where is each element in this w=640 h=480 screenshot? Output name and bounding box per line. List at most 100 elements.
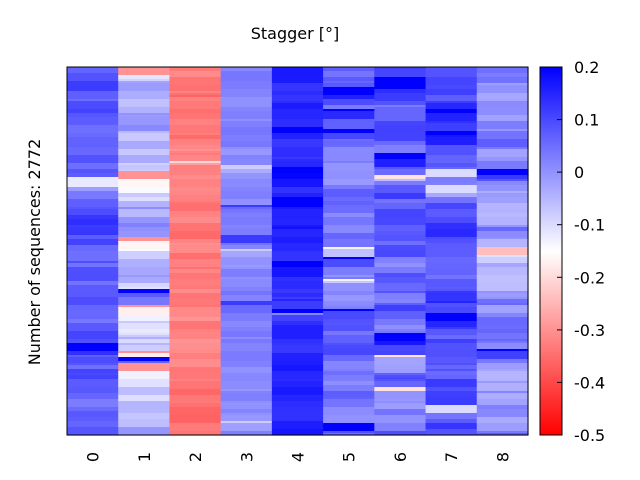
heatmap-cell (169, 109, 222, 114)
heatmap-cell (323, 77, 375, 82)
heatmap-cell (67, 387, 119, 394)
heatmap-cell (323, 381, 375, 386)
heatmap-cell (220, 249, 273, 252)
heatmap-cell (271, 339, 324, 344)
heatmap-cell (374, 331, 427, 334)
heatmap-cell (169, 297, 222, 306)
heatmap-cell (476, 197, 529, 204)
heatmap-cell (220, 401, 273, 404)
heatmap-cell (476, 101, 529, 108)
heatmap-cell (374, 377, 427, 380)
heatmap-cell (476, 157, 529, 162)
heatmap-cell (169, 179, 222, 188)
heatmap-cell (374, 115, 427, 122)
heatmap-cell (169, 343, 222, 350)
heatmap-cell (67, 235, 119, 240)
heatmap-cell (67, 215, 119, 220)
heatmap-cell (425, 291, 478, 294)
heatmap-cell (169, 85, 222, 92)
heatmap-cell (476, 179, 529, 182)
heatmap-cell (169, 293, 222, 298)
colorbar-tick-label: 0.2 (574, 58, 599, 77)
heatmap-cell (323, 205, 375, 214)
heatmap-cell (374, 263, 427, 268)
heatmap-cell (425, 289, 478, 292)
heatmap-cell (425, 389, 478, 392)
heatmap-cell (374, 125, 427, 134)
heatmap-cell (118, 363, 171, 372)
heatmap-cell (476, 283, 529, 292)
heatmap-cell (220, 413, 273, 416)
heatmap-cell (323, 375, 375, 382)
heatmap-cell (271, 209, 324, 216)
heatmap-cell (476, 185, 529, 192)
heatmap-cell (67, 427, 119, 436)
heatmap-cell (220, 415, 273, 422)
heatmap-cell (67, 239, 119, 246)
heatmap-cell (67, 219, 119, 226)
heatmap-cell (374, 375, 427, 378)
heatmap-cell (169, 245, 222, 254)
heatmap-cell (169, 317, 222, 322)
heatmap-cell (271, 267, 324, 272)
heatmap-cell (374, 373, 427, 376)
heatmap-cell (476, 115, 529, 122)
heatmap-cell (374, 249, 427, 258)
heatmap-cell (169, 223, 222, 232)
heatmap-cell (425, 209, 478, 218)
heatmap-cell (374, 401, 427, 404)
heatmap-cell (118, 323, 171, 330)
heatmap-cell (323, 399, 375, 408)
heatmap-cell (323, 83, 375, 88)
heatmap-cell (476, 333, 529, 340)
heatmap-cells (67, 67, 529, 436)
heatmap-cell (118, 107, 171, 114)
colorbar-ticks: 0.2 0.1 0 -0.1 -0.2 -0.3 -0.4 -0.5 (557, 58, 605, 445)
colorbar-tick-label: -0.2 (574, 268, 605, 287)
heatmap-cell (271, 109, 324, 114)
heatmap-cell (476, 67, 529, 74)
heatmap-cell (169, 243, 222, 246)
heatmap-cell (271, 139, 324, 148)
heatmap-cell (374, 259, 427, 264)
heatmap-cell (67, 199, 119, 208)
heatmap-cell (476, 297, 529, 300)
heatmap-cell (425, 365, 478, 370)
heatmap-cell (118, 169, 171, 172)
heatmap-cell (425, 349, 478, 358)
heatmap-cell (67, 227, 119, 232)
heatmap-cell (220, 269, 273, 278)
heatmap-cell (425, 177, 478, 184)
heatmap-cell (374, 345, 427, 352)
heatmap-cell (118, 345, 171, 352)
heatmap-cell (118, 379, 171, 388)
heatmap-cell (323, 423, 375, 432)
heatmap-cell (374, 409, 427, 416)
heatmap-cell (476, 139, 529, 148)
heatmap-cell (425, 199, 478, 204)
heatmap-cell (118, 357, 171, 362)
heatmap-cell (323, 291, 375, 296)
heatmap-cell (323, 145, 375, 148)
heatmap-cell (169, 407, 222, 416)
heatmap-cell (374, 381, 427, 388)
heatmap-cell (118, 275, 171, 278)
heatmap-cell (425, 95, 478, 102)
heatmap-cell (476, 383, 529, 390)
heatmap-cell (220, 227, 273, 230)
heatmap-cell (374, 81, 427, 84)
heatmap-cell (476, 209, 529, 214)
heatmap-cell (323, 331, 375, 336)
heatmap-cell (374, 293, 427, 300)
heatmap-cell (118, 117, 171, 126)
heatmap-cell (476, 237, 529, 240)
heatmap-cell (220, 187, 273, 192)
heatmap-cell (476, 303, 529, 306)
heatmap-cell (425, 423, 478, 430)
heatmap-cell (271, 381, 324, 386)
heatmap-cell (323, 325, 375, 332)
heatmap-cell (67, 83, 119, 92)
heatmap-cell (271, 325, 324, 332)
heatmap-cell (374, 83, 427, 90)
heatmap-cell (425, 405, 478, 414)
